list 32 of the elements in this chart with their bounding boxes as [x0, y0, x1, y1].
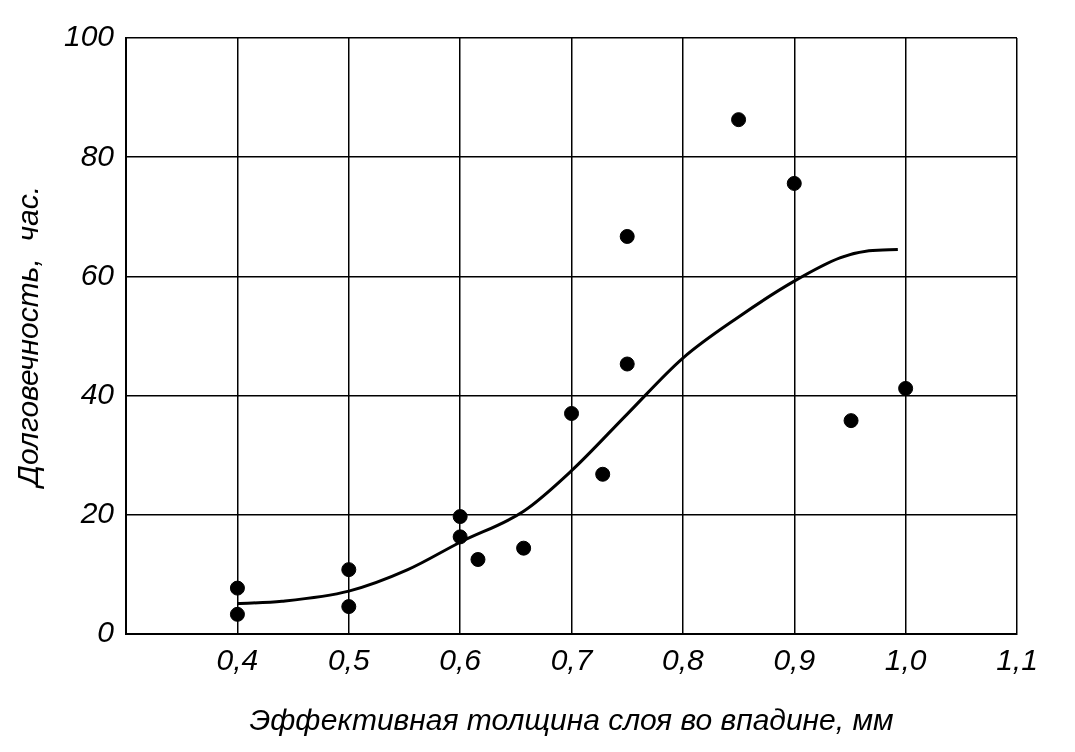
y-tick-label: 20: [79, 496, 115, 530]
y-tick-label: 0: [97, 615, 115, 649]
y-tick-label: 60: [80, 257, 115, 291]
point: [564, 405, 580, 421]
y-tick-label: 40: [80, 376, 115, 410]
point: [516, 540, 532, 556]
x-tick-label: 1,0: [884, 643, 927, 677]
x-tick-label: 0,6: [439, 643, 482, 677]
x-tick-label: 0,5: [327, 643, 370, 677]
x-tick-label: 0,9: [773, 643, 816, 677]
point: [731, 112, 747, 128]
point: [452, 509, 468, 525]
x-axis-title: Эффективная толщина слоя во впадине, мм: [249, 703, 894, 737]
point: [898, 380, 914, 396]
y-axis-title: Долговечность, час.: [11, 185, 45, 490]
point: [595, 466, 611, 482]
x-tick-label: 1,1: [996, 643, 1038, 677]
x-tick-label: 0,7: [550, 643, 594, 677]
point: [470, 552, 486, 567]
point: [229, 580, 245, 596]
point: [341, 599, 357, 615]
x-tick-label: 0,8: [662, 643, 705, 677]
y-tick-label: 80: [80, 138, 115, 172]
point: [341, 562, 357, 578]
point: [843, 413, 859, 429]
y-tick-label: 100: [63, 19, 115, 53]
point: [619, 356, 635, 372]
point: [786, 175, 802, 191]
point: [619, 228, 635, 244]
x-tick-label: 0,4: [216, 643, 259, 677]
point: [452, 529, 468, 545]
point: [229, 606, 245, 622]
